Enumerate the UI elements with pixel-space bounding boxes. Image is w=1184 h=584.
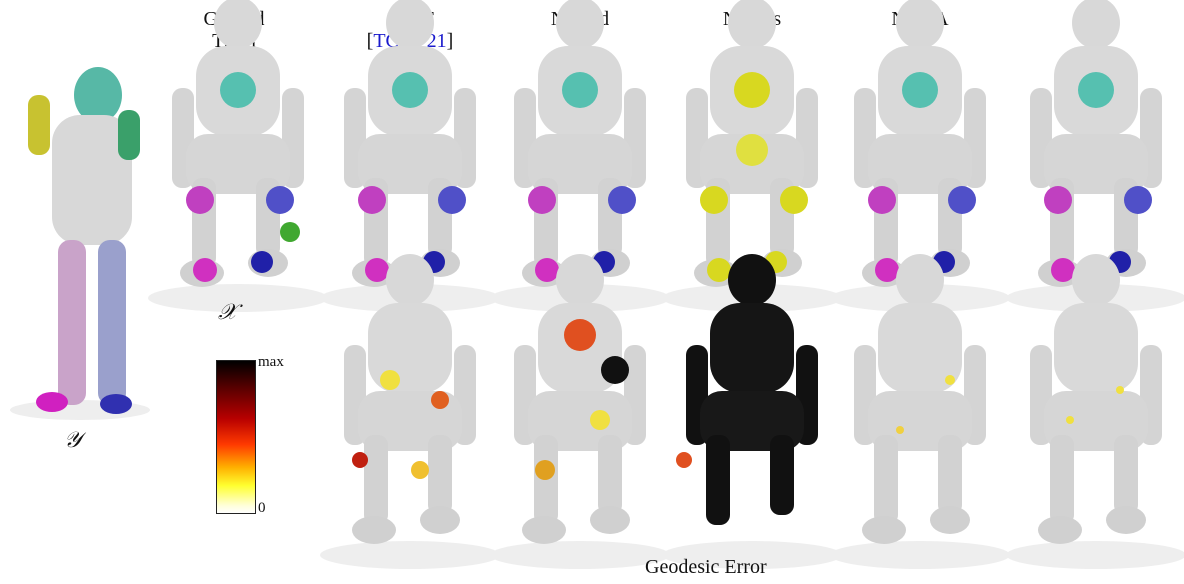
ours-error-mesh (1006, 254, 1184, 569)
gt-mesh (148, 0, 328, 312)
colorbar-min-label: 0 (258, 500, 266, 516)
nopos-error-mesh (662, 254, 842, 569)
bracket-close: ] (446, 30, 454, 52)
symbol-x: 𝒳 (218, 300, 237, 325)
error-colorbar (216, 360, 256, 514)
nora-mesh (830, 0, 1010, 312)
standing-mesh (10, 67, 150, 420)
srtt-mesh (320, 0, 500, 312)
nora-error-mesh (830, 254, 1010, 569)
caption-geodesic-error: Geodesic Error (645, 556, 767, 578)
bracket-open: [ (366, 30, 374, 52)
srtt-error-mesh (320, 254, 500, 569)
symbol-y: 𝒴 (64, 428, 82, 453)
nopos-mesh (662, 0, 842, 312)
nobid-error-mesh (490, 254, 670, 569)
colorbar-max-label: max (258, 354, 284, 370)
